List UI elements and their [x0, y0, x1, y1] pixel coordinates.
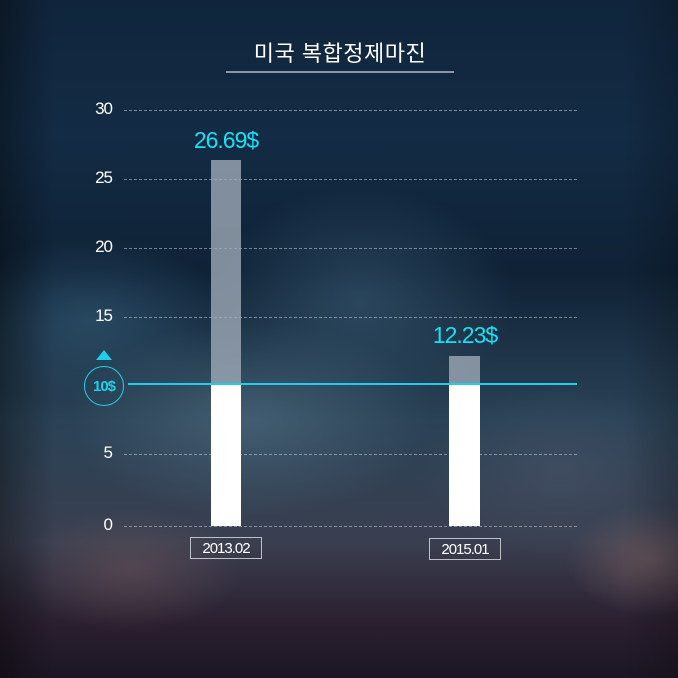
chart-title: 미국 복합정제마진	[253, 41, 427, 66]
bar-segment-above-threshold	[449, 356, 480, 384]
gridline-20	[124, 248, 577, 249]
title-underline	[226, 71, 454, 73]
bar-segment-below-threshold	[449, 384, 480, 526]
category-label-2015-01: 2015.01	[429, 538, 501, 560]
gridline-0	[124, 526, 577, 527]
value-label-2015-01: 12.23$	[432, 322, 498, 348]
y-tick-30: 30	[95, 99, 113, 118]
reference-label: 10$	[92, 377, 116, 395]
bar-segment-below-threshold	[211, 384, 241, 526]
gridline-15	[124, 317, 577, 318]
category-label-2013-02: 2013.02	[190, 537, 262, 559]
y-tick-15: 15	[95, 306, 113, 325]
value-label-2013-02: 26.69$	[193, 127, 259, 153]
y-tick-20: 20	[95, 237, 113, 256]
category-text: 2013.02	[202, 539, 250, 557]
y-tick-25: 25	[95, 168, 113, 187]
bar-2013-02	[211, 160, 241, 526]
y-tick-5: 5	[103, 443, 113, 462]
gridline-5	[124, 454, 577, 455]
bar-segment-above-threshold	[211, 160, 241, 384]
reference-line-10	[128, 383, 577, 385]
reference-badge: 10$	[84, 366, 124, 406]
triangle-up-icon	[96, 350, 112, 360]
bar-2015-01	[449, 356, 480, 526]
category-text: 2015.01	[441, 540, 489, 558]
y-tick-0: 0	[103, 515, 113, 534]
gridline-30	[124, 110, 577, 111]
gridline-25	[124, 179, 577, 180]
